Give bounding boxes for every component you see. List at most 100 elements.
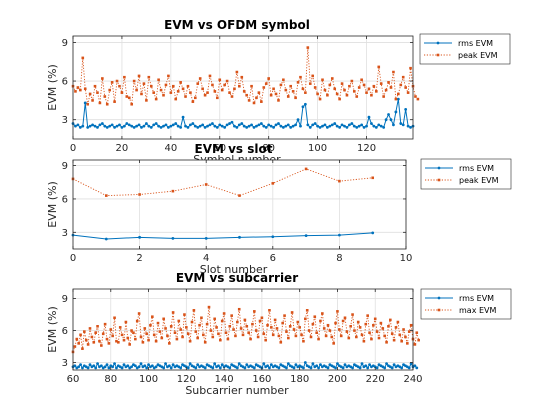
data-point bbox=[262, 332, 266, 336]
y-tick-label: 3 bbox=[62, 115, 68, 126]
data-point bbox=[98, 123, 102, 127]
data-point bbox=[366, 314, 369, 317]
x-tick-label: 20 bbox=[116, 143, 129, 154]
data-point bbox=[311, 74, 315, 78]
plot-area bbox=[73, 36, 413, 139]
data-point bbox=[211, 366, 215, 370]
data-point bbox=[110, 81, 114, 84]
data-point bbox=[350, 122, 354, 125]
data-point bbox=[315, 364, 319, 368]
data-point bbox=[140, 126, 143, 129]
data-point bbox=[407, 330, 411, 333]
data-point bbox=[147, 363, 150, 367]
data-point bbox=[179, 126, 183, 129]
data-point bbox=[271, 333, 275, 337]
data-point bbox=[288, 325, 292, 328]
data-point bbox=[274, 92, 278, 96]
data-point bbox=[387, 113, 390, 116]
data-point bbox=[188, 362, 192, 366]
data-point bbox=[406, 91, 410, 94]
data-point bbox=[76, 86, 80, 89]
data-point bbox=[176, 124, 180, 128]
data-point bbox=[357, 124, 361, 128]
data-point bbox=[147, 75, 151, 79]
data-point bbox=[302, 339, 305, 343]
x-tick-label: 160 bbox=[252, 374, 271, 385]
data-point bbox=[125, 122, 129, 125]
data-point bbox=[267, 123, 271, 127]
data-point bbox=[404, 86, 407, 89]
data-point bbox=[88, 92, 92, 96]
data-point bbox=[343, 124, 346, 128]
data-point bbox=[96, 91, 99, 94]
data-point bbox=[191, 100, 195, 103]
data-point bbox=[392, 338, 396, 342]
y-axis-label: EVM (%) bbox=[46, 64, 59, 111]
data-point bbox=[301, 87, 305, 91]
legend-label-rms-evm: rms EVM bbox=[459, 164, 494, 173]
data-point bbox=[415, 331, 419, 334]
chart-title: EVM vs subcarrier bbox=[176, 271, 298, 285]
data-point bbox=[321, 312, 324, 315]
data-point bbox=[326, 93, 329, 97]
data-point bbox=[384, 88, 388, 92]
data-point bbox=[222, 312, 226, 315]
data-point bbox=[399, 83, 403, 87]
data-point bbox=[303, 361, 307, 364]
data-point bbox=[338, 97, 341, 101]
data-point bbox=[124, 320, 128, 324]
data-point bbox=[252, 366, 256, 370]
data-point bbox=[379, 82, 383, 85]
data-point bbox=[303, 102, 307, 106]
data-point bbox=[135, 88, 138, 92]
data-point bbox=[362, 126, 366, 129]
data-point bbox=[160, 336, 164, 340]
data-point bbox=[243, 318, 247, 322]
data-point bbox=[247, 99, 251, 102]
data-point bbox=[179, 81, 182, 84]
data-point bbox=[277, 99, 280, 102]
data-point bbox=[91, 123, 94, 127]
data-point bbox=[266, 364, 269, 368]
x-tick-label: 40 bbox=[164, 143, 177, 154]
data-point bbox=[218, 366, 222, 370]
data-point bbox=[328, 83, 332, 87]
data-point bbox=[190, 320, 194, 324]
data-point bbox=[318, 97, 322, 101]
data-point bbox=[286, 95, 290, 98]
data-point bbox=[122, 124, 126, 128]
data-point bbox=[86, 126, 90, 129]
data-point bbox=[264, 82, 268, 85]
data-point bbox=[289, 84, 292, 88]
legend-label-rms-evm: rms EVM bbox=[459, 294, 494, 303]
data-point bbox=[415, 366, 419, 370]
data-point bbox=[323, 123, 327, 127]
legend-box bbox=[419, 33, 511, 65]
data-point bbox=[269, 124, 273, 128]
data-point bbox=[324, 334, 328, 338]
x-tick-label: 60 bbox=[67, 374, 80, 385]
data-point bbox=[389, 86, 393, 89]
data-point bbox=[392, 70, 395, 74]
data-point bbox=[144, 122, 148, 125]
data-point bbox=[377, 65, 381, 69]
data-point bbox=[183, 313, 186, 316]
data-point bbox=[213, 362, 217, 366]
data-point bbox=[96, 362, 99, 366]
data-point bbox=[159, 88, 163, 92]
data-point bbox=[130, 329, 133, 332]
data-point bbox=[311, 362, 315, 366]
data-point bbox=[384, 118, 388, 122]
data-point bbox=[156, 321, 160, 325]
data-point bbox=[325, 126, 329, 129]
data-point bbox=[243, 366, 247, 370]
data-point bbox=[264, 126, 268, 129]
data-point bbox=[123, 75, 126, 79]
data-point bbox=[360, 333, 364, 337]
data-point bbox=[375, 90, 378, 93]
data-point bbox=[125, 95, 129, 98]
x-tick-label: 180 bbox=[290, 374, 309, 385]
data-point bbox=[256, 335, 260, 339]
data-point bbox=[83, 330, 86, 333]
data-point bbox=[203, 366, 207, 370]
